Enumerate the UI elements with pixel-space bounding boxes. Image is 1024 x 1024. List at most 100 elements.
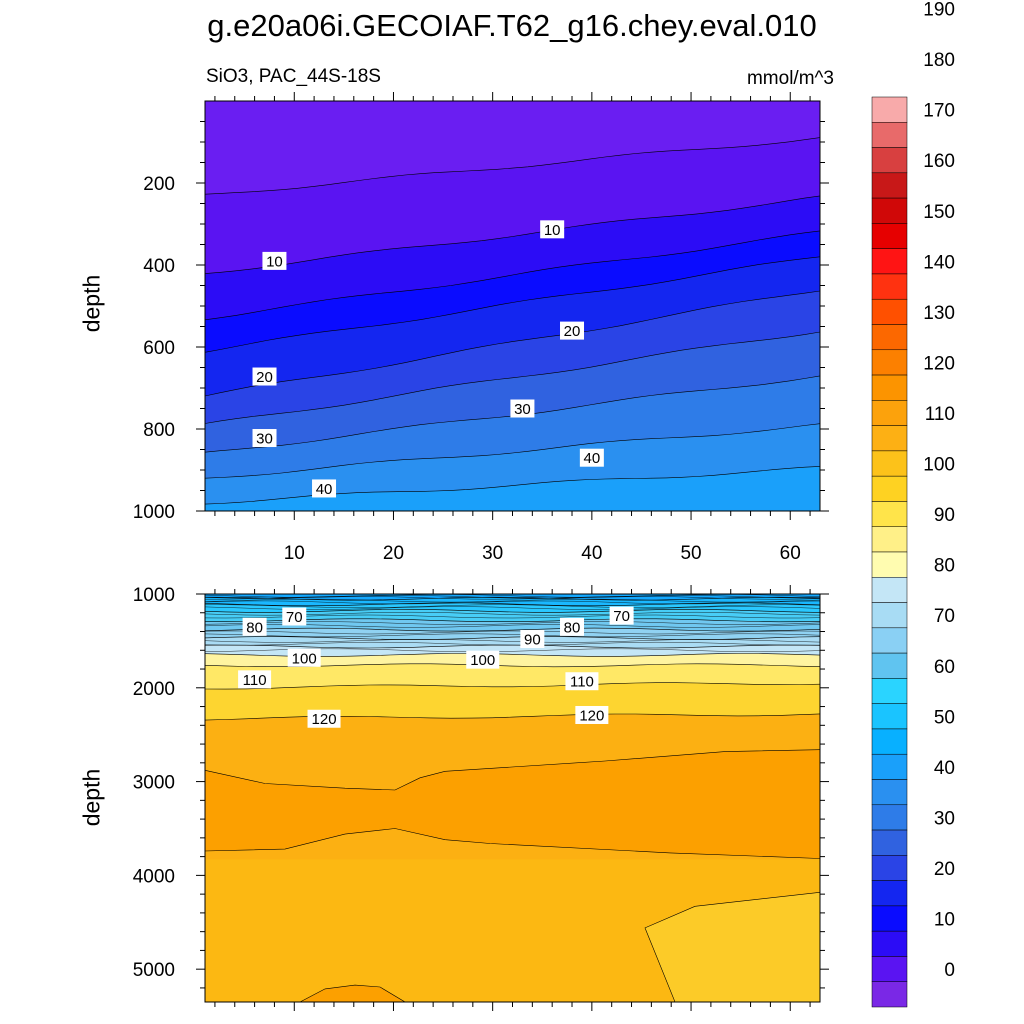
lower-contour-line [204,609,821,613]
colorbar-swatch [871,981,908,1008]
colorbar-swatch [871,223,908,249]
upper-contour-label-box [579,448,604,467]
upper-contour-label-box [312,479,337,498]
lower-contour-line [204,828,821,859]
upper-contour-label: 10 [544,222,561,239]
upper-y-tick-label: 800 [143,420,175,441]
colorbar-swatch [871,273,908,300]
colorbar-swatch [871,450,908,477]
upper-contour-line [204,423,821,479]
lower-contour-line [204,606,821,610]
colorbar-swatch [871,147,908,174]
upper-contour-line [204,290,821,397]
colorbar-label: 20 [934,859,955,880]
lower-contour-label-box [287,648,321,667]
lower-layer-band [205,682,820,721]
lower-contour-line [204,596,821,601]
upper-contour-label-box [560,321,585,340]
lower-contour-label-box [307,709,341,728]
lower-contour-label: 80 [564,619,581,636]
colorbar-label: 100 [923,455,955,476]
upper-contour-band [205,466,820,511]
colorbar-label: 170 [923,101,955,122]
colorbar-label: 80 [934,556,955,577]
colorbar-swatch [871,829,908,856]
colorbar-label: 30 [934,808,955,829]
lower-contour-label-box [565,672,599,691]
colorbar-label: 60 [934,657,955,678]
lower-contour-line [204,630,821,635]
lower-panel: 70 80 100 110 120 70 80 90 100 110 120 1000 2000 3000… [133,585,829,1011]
colorbar-swatch [871,96,908,123]
lower-contour-line [204,612,821,616]
lower-contour-label-box [238,670,272,689]
lower-y-tick-label: 1000 [133,585,175,606]
colorbar-swatch [871,855,908,881]
lower-contour-label: 70 [613,608,630,625]
colorbar-swatch [871,551,908,578]
colorbar-label: 0 [944,960,955,981]
colorbar-swatch [871,374,908,401]
colorbar-swatch [871,602,908,629]
lower-contour-line [205,618,821,623]
upper-contour-line [204,331,821,424]
lower-contour-label-box [560,617,585,636]
colorbar-swatch [871,577,908,603]
lower-contour-label: 120 [579,707,604,724]
lower-contour-line [204,600,821,605]
lower-y-tick-label: 4000 [133,866,175,887]
upper-contour-label-box [540,220,565,239]
upper-x-tick-label: 30 [482,543,503,564]
colorbar-swatch [871,956,908,982]
lower-contour-line [204,627,821,632]
upper-contour-label-box [252,429,277,448]
colorbar-swatch [871,627,908,654]
colorbar-swatch [871,400,908,426]
lower-contour-line [204,614,821,619]
lower-contour-line [204,595,821,599]
colorbar-swatch [871,779,908,806]
lower-contour-line [204,633,821,637]
lower-contour-label: 110 [243,672,267,689]
upper-contour-label: 30 [514,401,531,418]
colorbar-swatch [871,652,908,679]
lower-contour-line [204,713,821,721]
upper-contour-label-box [262,251,287,270]
colorbar-swatch [871,298,908,325]
colorbar-label: 160 [923,151,955,172]
upper-x-tick-label: 50 [680,543,701,564]
colorbar-swatch [871,248,908,275]
upper-y-tick-label: 600 [143,338,175,359]
lower-contour-line [204,604,821,608]
lower-contour-line [204,598,821,603]
lower-contour-label: 100 [470,652,495,669]
lower-contour-line [204,636,821,640]
colorbar: 0 10 20 30 40 50 60 70 80 90 100 110 120 130 140 150 160… [871,0,955,1008]
colorbar-swatch [871,349,908,376]
lower-contour-label-box [575,705,609,724]
lower-contour-label-box [242,617,267,636]
colorbar-label: 110 [925,404,955,425]
upper-contour-label-box [510,399,535,418]
lower-contour-line [204,682,821,690]
upper-y-tick-label: 200 [143,174,175,195]
lower-contour-line [204,749,821,791]
colorbar-label: 120 [923,353,955,374]
colorbar-label: 70 [934,606,955,627]
upper-contour-label: 20 [256,369,273,386]
colorbar-swatch [871,475,908,502]
colorbar-swatch [871,703,908,730]
colorbar-label: 10 [934,910,955,931]
colorbar-label: 140 [923,252,955,273]
lower-y-tick-label: 3000 [133,773,175,794]
colorbar-swatch [871,905,908,932]
lower-layer-band [205,663,820,690]
colorbar-label: 130 [923,303,955,324]
colorbar-label: 180 [923,50,955,71]
colorbar-swatch [871,880,908,907]
colorbar-label: 40 [934,758,955,779]
colorbar-swatch [871,804,908,831]
upper-contour-label-box [252,367,277,386]
upper-contour-label: 30 [256,431,273,448]
